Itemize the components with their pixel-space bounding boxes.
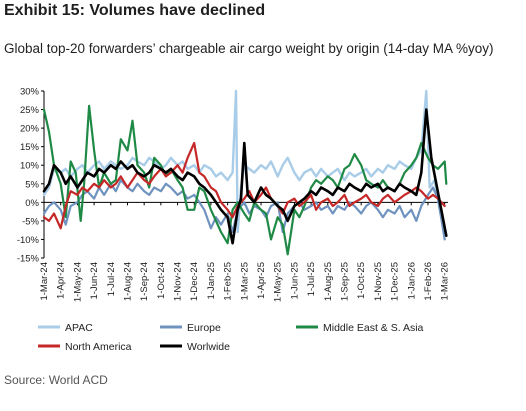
source-note: Source: World ACD <box>4 373 108 387</box>
y-tick-label: 30% <box>20 87 40 98</box>
x-tick-label: 1-Jan-26 <box>406 262 417 300</box>
legend-label: North America <box>65 341 132 353</box>
x-tick-label: 1-Jul-24 <box>106 262 117 296</box>
x-tick-label: 1-Apr-24 <box>56 262 67 299</box>
y-tick-label: 5% <box>25 179 39 190</box>
series-line-north-america <box>42 141 446 230</box>
x-tick-label: 1-Jun-25 <box>289 262 300 300</box>
x-tick-label: 1-Mar-24 <box>39 262 50 301</box>
x-tick-label: 1-Feb-26 <box>423 262 434 301</box>
x-tick-label: 1-Nov-25 <box>373 262 384 301</box>
y-tick-label: 25% <box>20 105 40 116</box>
y-tick-label: -15% <box>17 254 40 265</box>
x-tick-label: 1-Mar-26 <box>440 262 451 301</box>
legend-label: Europe <box>187 322 221 334</box>
x-tick-label: 1-May-25 <box>273 262 284 302</box>
y-tick-label: 20% <box>20 124 40 135</box>
series-line-worlwide <box>42 108 448 245</box>
x-tick-label: 1-Oct-24 <box>156 262 167 299</box>
series-lines <box>42 89 448 256</box>
x-tick-label: 1-Jan-25 <box>206 262 217 300</box>
legend-label: Worlwide <box>187 341 230 353</box>
y-tick-label: -10% <box>17 235 40 246</box>
y-axis: -15% -10% -5% 0% 5% 10% 15% 20% 25% 30% <box>17 87 45 265</box>
x-tick-label: 1-Dec-25 <box>390 262 401 301</box>
series-line-middle-east-s-asia <box>42 104 448 256</box>
legend-label: Middle East & S. Asia <box>323 322 424 334</box>
x-tick-label: 1-Aug-25 <box>323 262 334 301</box>
x-tick-label: 1-Aug-24 <box>122 262 133 301</box>
y-tick-label: 0% <box>25 198 39 209</box>
x-tick-label: 1-Jun-24 <box>89 262 100 300</box>
y-tick-label: -5% <box>22 216 39 227</box>
legend: APAC Europe Middle East & S. Asia North Ame… <box>38 322 424 353</box>
y-tick-label: 15% <box>20 142 40 153</box>
x-tick-label: 1-Oct-25 <box>356 262 367 299</box>
x-tick-label: 1-Feb-25 <box>223 262 234 301</box>
x-tick-label: 1-Nov-24 <box>173 262 184 301</box>
legend-label: APAC <box>65 322 93 334</box>
x-axis: 1-Mar-24 1-Apr-24 1-May-24 1-Jun-24 1-Jul-24… <box>39 201 451 302</box>
y-tick-label: 10% <box>20 161 40 172</box>
x-tick-label: 1-Dec-24 <box>189 262 200 301</box>
x-tick-label: 1-Apr-25 <box>256 262 267 299</box>
chart-title: Global top-20 forwarders’ chargeable air… <box>4 41 494 56</box>
x-tick-label: 1-Jul-25 <box>306 262 317 296</box>
x-tick-label: 1-May-24 <box>72 262 83 302</box>
x-tick-label: 1-Mar-25 <box>239 262 250 301</box>
exhibit-title: Exhibit 15: Volumes have declined <box>4 2 266 19</box>
x-tick-label: 1-Sep-25 <box>339 262 350 301</box>
x-tick-label: 1-Sep-24 <box>139 262 150 301</box>
